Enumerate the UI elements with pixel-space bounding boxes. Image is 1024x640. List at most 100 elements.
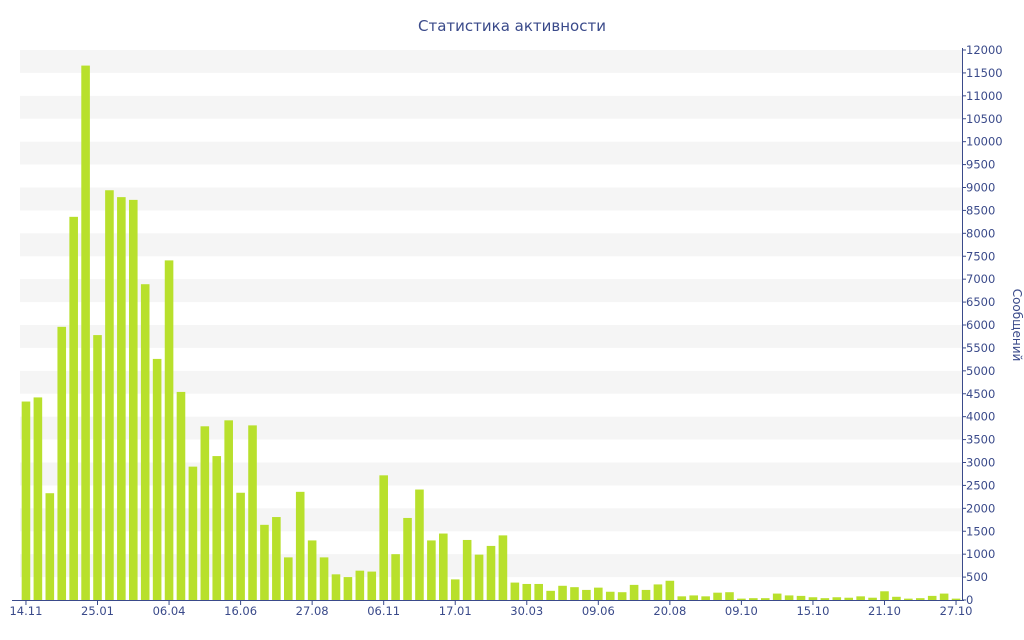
y-tick-label: 9500: [966, 158, 995, 172]
bar: [713, 592, 722, 600]
bar: [546, 590, 555, 600]
bar: [439, 533, 448, 600]
bar: [605, 591, 615, 600]
bar: [772, 593, 782, 600]
bar: [915, 598, 925, 600]
bar: [224, 420, 233, 600]
bar: [737, 598, 746, 601]
axes-group: [12, 48, 966, 605]
bar: [808, 597, 818, 600]
x-tick-label: 30.03: [510, 604, 543, 618]
bar: [69, 216, 78, 600]
y-tick-label: 3000: [966, 456, 995, 470]
bar: [391, 554, 400, 600]
y-tick-label: 8500: [966, 203, 995, 217]
x-tick-label: 17.01: [439, 604, 472, 618]
bar: [140, 284, 150, 600]
x-tick-label: 27.08: [296, 604, 329, 618]
bar: [462, 539, 472, 600]
bar: [343, 577, 353, 600]
bar: [880, 591, 889, 600]
grid-band: [20, 95, 962, 119]
grid-band: [20, 187, 962, 211]
bar: [820, 598, 830, 600]
bar: [856, 596, 865, 600]
bar: [725, 592, 734, 600]
bar: [200, 426, 210, 600]
bar: [474, 554, 484, 601]
x-tick-label: 06.04: [153, 604, 186, 618]
bar: [653, 584, 663, 600]
bar: [176, 391, 186, 600]
bar: [951, 598, 961, 601]
bar: [760, 598, 770, 600]
bars-group: [21, 65, 961, 601]
bar: [272, 517, 281, 600]
y-tick-label: 7500: [966, 249, 995, 263]
bar: [510, 582, 520, 600]
x-tick-label: 09.06: [582, 604, 615, 618]
bar: [796, 595, 806, 601]
x-tick-label: 20.08: [653, 604, 686, 618]
y-tick-label: 5500: [966, 341, 995, 355]
bar: [892, 596, 901, 600]
x-tick-label: 16.06: [224, 604, 257, 618]
grid-band: [20, 325, 962, 348]
x-tick-label: 21.10: [868, 604, 901, 618]
y-tick-labels: 0 500 1000 1500 2000 2500 3000 3500 4000 4500 5000…: [966, 43, 1003, 607]
bar: [641, 589, 651, 600]
bar: [415, 489, 424, 600]
bar: [379, 475, 388, 600]
x-tick-label: 06.11: [367, 604, 400, 618]
y-axis-label: Сообщений: [1010, 289, 1024, 362]
bar: [450, 579, 460, 601]
bar: [57, 326, 67, 600]
y-tick-label: 11500: [966, 66, 1003, 80]
y-tick-label: 4000: [966, 410, 995, 424]
bar: [33, 397, 43, 600]
y-tick-label: 12000: [966, 43, 1003, 57]
bar: [212, 456, 222, 600]
bar: [188, 466, 198, 601]
bar: [868, 597, 877, 600]
y-tick-label: 2500: [966, 478, 995, 492]
bar: [594, 587, 603, 601]
x-tick-label: 25.01: [81, 604, 114, 618]
bar: [152, 358, 162, 600]
y-tick-label: 10000: [966, 135, 1003, 149]
y-tick-label: 500: [966, 570, 988, 584]
bar: [45, 493, 55, 600]
bar: [665, 580, 675, 600]
bar: [128, 199, 138, 601]
bar: [248, 425, 257, 601]
bar: [284, 557, 293, 601]
bar: [498, 535, 508, 601]
y-tick-label: 6000: [966, 318, 995, 332]
y-tick-label: 1000: [966, 547, 995, 561]
bar: [295, 491, 305, 600]
bar: [558, 585, 567, 600]
bar: [427, 540, 436, 600]
grid-band: [20, 233, 962, 257]
bar: [260, 524, 269, 600]
bar: [164, 260, 174, 601]
bar: [307, 540, 317, 600]
bar: [81, 65, 90, 600]
bar: [403, 517, 412, 600]
bar: [701, 596, 710, 600]
x-tick-label: 09.10: [725, 604, 758, 618]
y-tick-label: 0: [966, 593, 973, 607]
y-tick-label: 11000: [966, 89, 1003, 103]
grid-band: [20, 279, 962, 303]
bar: [570, 587, 579, 600]
bar: [939, 593, 949, 600]
y-tick-label: 6500: [966, 295, 995, 309]
grid-band: [20, 141, 962, 165]
y-tick-label: 3500: [966, 433, 995, 447]
bar: [21, 401, 31, 600]
x-tick-label: 15.10: [796, 604, 829, 618]
bar: [105, 190, 114, 600]
bar: [689, 595, 699, 600]
bar: [749, 598, 758, 600]
